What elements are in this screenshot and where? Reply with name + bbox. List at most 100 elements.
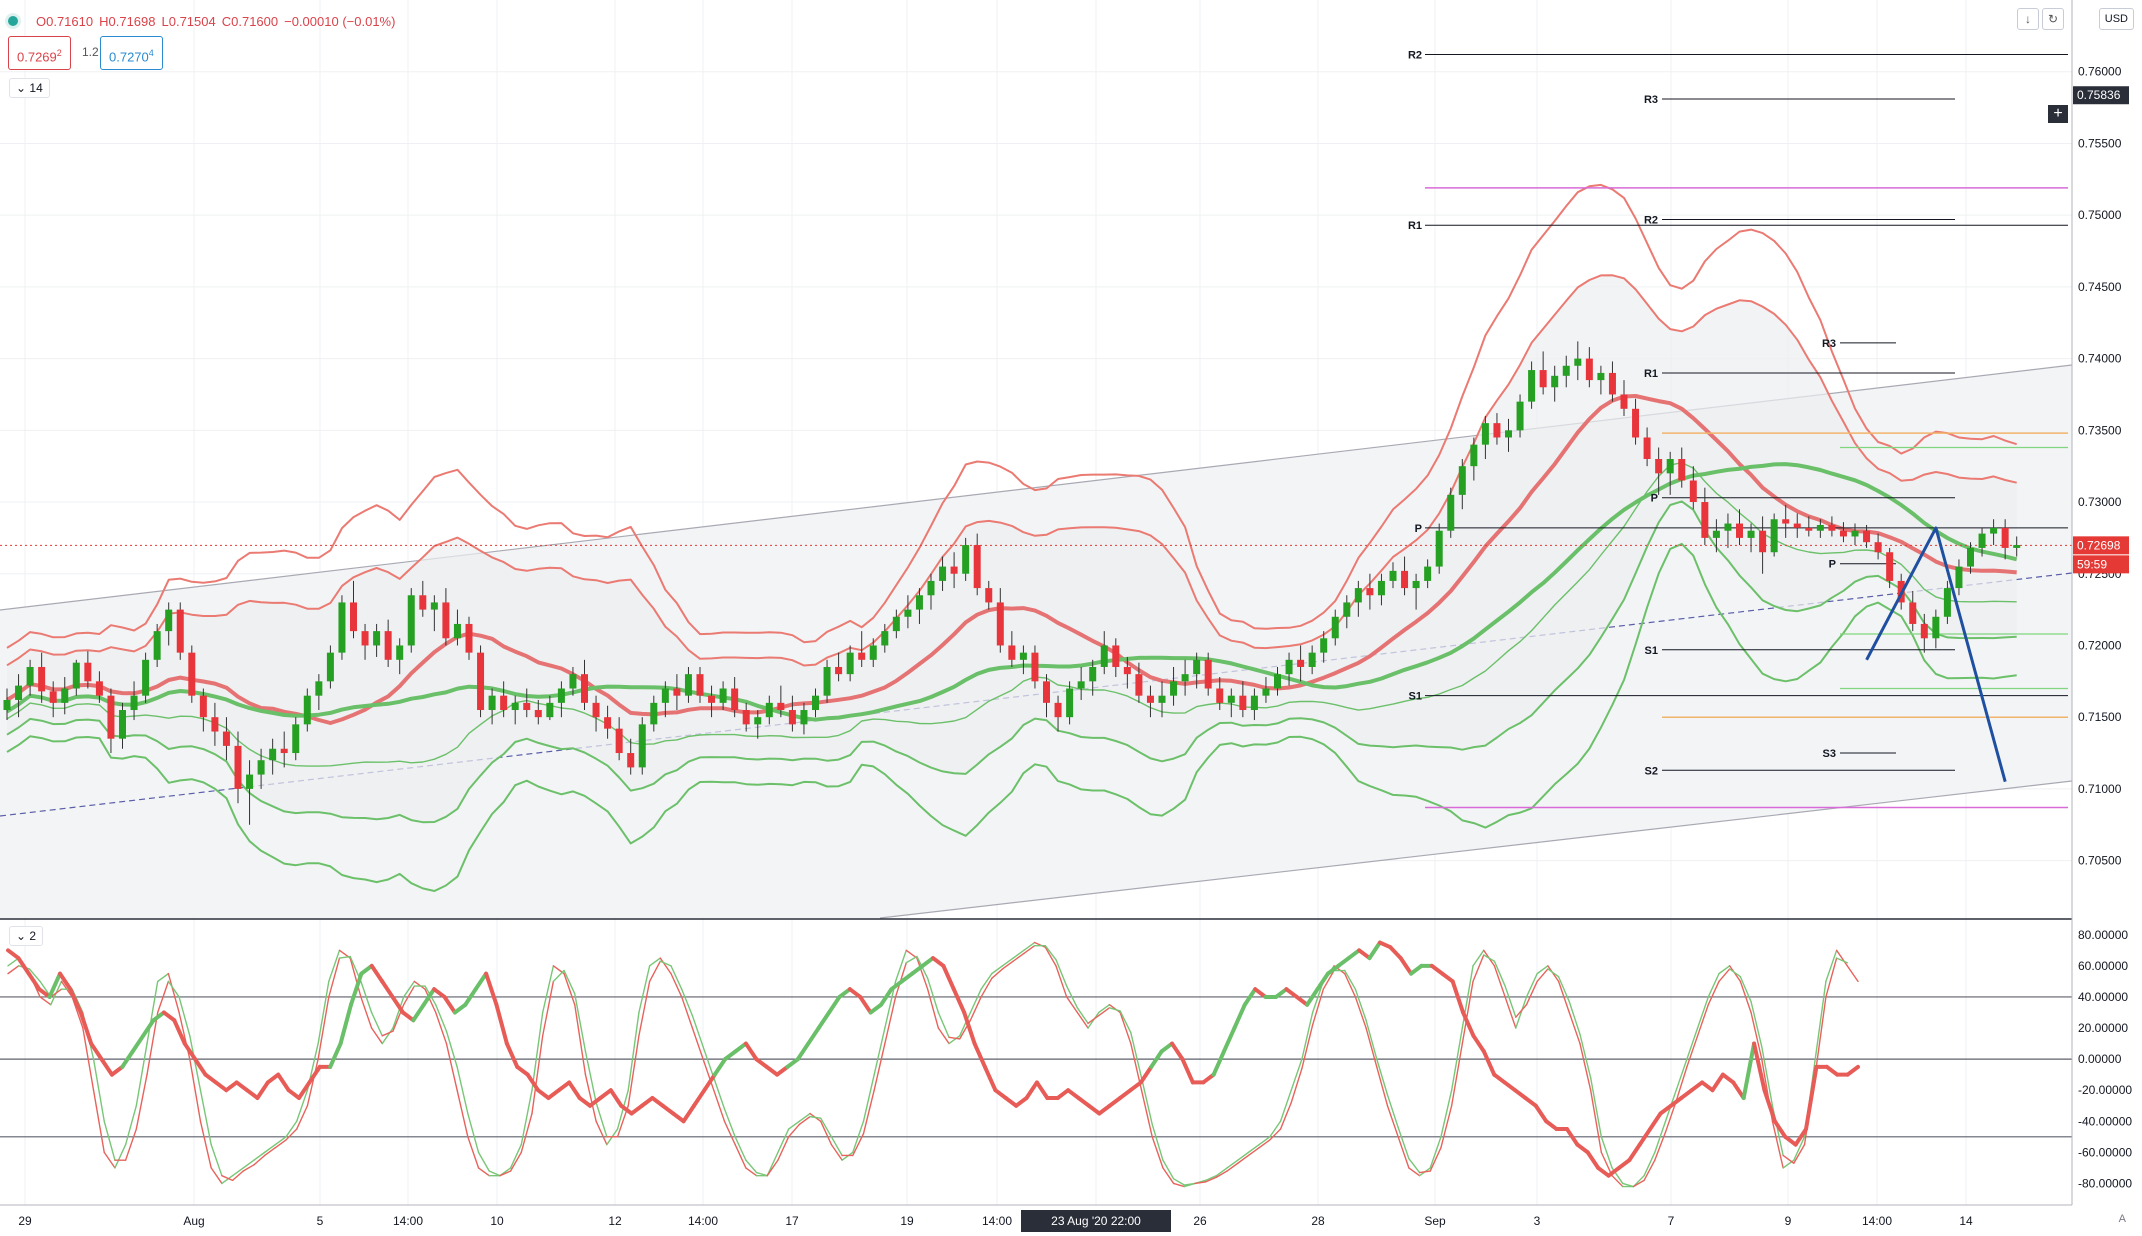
candle[interactable] bbox=[511, 695, 519, 725]
candle[interactable] bbox=[1170, 666, 1178, 706]
candle[interactable] bbox=[1770, 513, 1778, 557]
osc-pane-collapse-button[interactable]: ⌄ 2 bbox=[9, 926, 44, 946]
candle[interactable] bbox=[1100, 631, 1108, 675]
candle[interactable] bbox=[1412, 573, 1420, 610]
candle[interactable] bbox=[1435, 523, 1443, 574]
candle[interactable] bbox=[1909, 590, 1917, 632]
candle[interactable] bbox=[1516, 394, 1524, 438]
candle[interactable] bbox=[1574, 341, 1582, 381]
candle[interactable] bbox=[107, 688, 115, 754]
candle[interactable] bbox=[199, 688, 207, 732]
candle[interactable] bbox=[1874, 533, 1882, 560]
candle[interactable] bbox=[1470, 437, 1478, 481]
candle[interactable] bbox=[892, 609, 900, 639]
candle[interactable] bbox=[1747, 523, 1755, 553]
candle[interactable] bbox=[1597, 365, 1605, 395]
candle[interactable] bbox=[1019, 645, 1027, 675]
candle[interactable] bbox=[1297, 645, 1305, 682]
candle[interactable] bbox=[26, 659, 34, 696]
candle[interactable] bbox=[1655, 447, 1663, 495]
candle[interactable] bbox=[523, 688, 531, 718]
candle[interactable] bbox=[1181, 659, 1189, 696]
candle[interactable] bbox=[1331, 609, 1339, 646]
candle[interactable] bbox=[1274, 666, 1281, 696]
candle[interactable] bbox=[661, 681, 669, 718]
candle[interactable] bbox=[1308, 645, 1316, 675]
candle[interactable] bbox=[777, 685, 785, 718]
candle[interactable] bbox=[1135, 662, 1143, 703]
candle[interactable] bbox=[1401, 556, 1409, 596]
candle[interactable] bbox=[534, 699, 542, 725]
candle[interactable] bbox=[1481, 415, 1489, 459]
candle[interactable] bbox=[1054, 695, 1062, 732]
candle[interactable] bbox=[800, 702, 808, 735]
candle[interactable] bbox=[1551, 365, 1559, 402]
candle[interactable] bbox=[130, 681, 138, 721]
candle[interactable] bbox=[985, 580, 993, 610]
candle[interactable] bbox=[592, 695, 600, 732]
candlestick-series[interactable] bbox=[3, 341, 2021, 825]
candle[interactable] bbox=[165, 602, 173, 646]
candle[interactable] bbox=[835, 652, 843, 682]
candle[interactable] bbox=[1008, 631, 1016, 667]
candle[interactable] bbox=[1505, 418, 1512, 452]
candle[interactable] bbox=[1377, 573, 1385, 606]
candle[interactable] bbox=[973, 533, 981, 596]
candle[interactable] bbox=[211, 702, 219, 746]
candle[interactable] bbox=[95, 671, 103, 703]
candle[interactable] bbox=[292, 717, 300, 761]
candle[interactable] bbox=[950, 552, 958, 589]
candle[interactable] bbox=[1089, 659, 1097, 696]
candle[interactable] bbox=[765, 695, 773, 725]
candle[interactable] bbox=[1250, 688, 1258, 721]
candle[interactable] bbox=[326, 645, 334, 689]
candle[interactable] bbox=[1227, 688, 1235, 718]
candle[interactable] bbox=[1643, 427, 1651, 467]
candle[interactable] bbox=[1886, 547, 1894, 589]
candle[interactable] bbox=[1562, 355, 1570, 388]
candle[interactable] bbox=[615, 717, 623, 761]
candle[interactable] bbox=[962, 537, 970, 581]
candle[interactable] bbox=[1424, 559, 1432, 589]
candle[interactable] bbox=[927, 573, 935, 610]
candle[interactable] bbox=[1701, 487, 1709, 546]
candle[interactable] bbox=[280, 731, 288, 768]
candle[interactable] bbox=[453, 609, 461, 646]
candle[interactable] bbox=[812, 688, 819, 718]
candle[interactable] bbox=[846, 645, 854, 682]
candle[interactable] bbox=[373, 623, 381, 657]
candle[interactable] bbox=[500, 681, 508, 718]
candle[interactable] bbox=[1793, 513, 1801, 538]
candle[interactable] bbox=[257, 748, 265, 789]
candle[interactable] bbox=[1863, 524, 1871, 548]
candle[interactable] bbox=[396, 638, 404, 675]
candle[interactable] bbox=[61, 677, 69, 715]
candle[interactable] bbox=[1343, 595, 1351, 629]
candle[interactable] bbox=[350, 580, 357, 639]
candle[interactable] bbox=[1043, 674, 1050, 718]
candle[interactable] bbox=[546, 695, 554, 721]
candle[interactable] bbox=[1712, 519, 1720, 553]
candle[interactable] bbox=[1943, 580, 1951, 624]
candle[interactable] bbox=[188, 645, 196, 703]
candle[interactable] bbox=[1816, 519, 1824, 538]
candle[interactable] bbox=[788, 695, 796, 732]
candle[interactable] bbox=[407, 588, 415, 653]
candle[interactable] bbox=[1620, 380, 1628, 416]
candle[interactable] bbox=[442, 588, 450, 646]
candle[interactable] bbox=[142, 652, 150, 703]
candle[interactable] bbox=[696, 666, 704, 703]
candle[interactable] bbox=[153, 623, 161, 667]
candle[interactable] bbox=[1366, 573, 1374, 610]
candle[interactable] bbox=[881, 623, 889, 653]
candle[interactable] bbox=[581, 659, 588, 711]
candle[interactable] bbox=[419, 580, 427, 617]
candle[interactable] bbox=[1262, 677, 1270, 703]
candle[interactable] bbox=[1724, 513, 1732, 548]
candle[interactable] bbox=[1608, 361, 1616, 402]
candle[interactable] bbox=[858, 631, 866, 667]
candle[interactable] bbox=[1320, 631, 1328, 663]
candle[interactable] bbox=[1066, 681, 1074, 725]
candle[interactable] bbox=[1689, 466, 1697, 510]
